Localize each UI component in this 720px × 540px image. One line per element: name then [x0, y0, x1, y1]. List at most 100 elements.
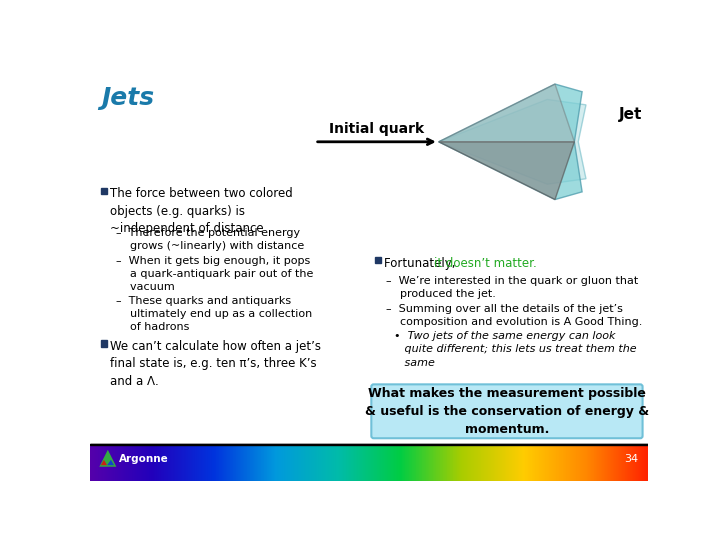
- Bar: [529, 445, 530, 481]
- Bar: [606, 445, 607, 481]
- Bar: [333, 445, 334, 481]
- Bar: [300, 445, 301, 481]
- Bar: [526, 445, 527, 481]
- Bar: [522, 445, 523, 481]
- Bar: [225, 445, 226, 481]
- Bar: [103, 445, 104, 481]
- Bar: [351, 445, 352, 481]
- Bar: [635, 445, 636, 481]
- Bar: [154, 445, 155, 481]
- Bar: [555, 445, 556, 481]
- Bar: [438, 445, 439, 481]
- Bar: [561, 445, 562, 481]
- Bar: [355, 445, 356, 481]
- Bar: [342, 445, 343, 481]
- Bar: [296, 445, 297, 481]
- Bar: [148, 445, 149, 481]
- Bar: [94, 445, 96, 481]
- Text: it doesn’t matter.: it doesn’t matter.: [434, 256, 537, 269]
- Bar: [465, 445, 466, 481]
- Bar: [503, 445, 504, 481]
- Bar: [96, 445, 97, 481]
- Bar: [290, 445, 291, 481]
- Bar: [562, 445, 563, 481]
- Bar: [371, 445, 372, 481]
- Bar: [233, 445, 234, 481]
- Bar: [454, 445, 455, 481]
- Bar: [340, 445, 341, 481]
- Bar: [372, 445, 373, 481]
- Bar: [216, 445, 217, 481]
- Bar: [572, 445, 573, 481]
- Bar: [630, 445, 631, 481]
- Bar: [457, 445, 458, 481]
- Bar: [108, 445, 109, 481]
- Text: Argonne: Argonne: [119, 454, 168, 464]
- Bar: [198, 445, 199, 481]
- Bar: [111, 445, 112, 481]
- Bar: [162, 445, 163, 481]
- Bar: [289, 445, 290, 481]
- Bar: [509, 445, 510, 481]
- Bar: [261, 445, 262, 481]
- Bar: [367, 445, 368, 481]
- Bar: [284, 445, 285, 481]
- Bar: [241, 445, 242, 481]
- Bar: [603, 445, 604, 481]
- Bar: [521, 445, 522, 481]
- Bar: [336, 445, 337, 481]
- Bar: [512, 445, 513, 481]
- Text: The force between two colored
objects (e.g. quarks) is
~independent of distance: The force between two colored objects (e…: [110, 187, 293, 235]
- Bar: [194, 445, 195, 481]
- Bar: [629, 445, 630, 481]
- Text: –  We’re interested in the quark or gluon that
    produced the jet.: – We’re interested in the quark or gluon…: [386, 276, 639, 299]
- Bar: [205, 445, 206, 481]
- Bar: [90, 445, 91, 481]
- Bar: [122, 445, 123, 481]
- Bar: [239, 445, 240, 481]
- Bar: [329, 445, 330, 481]
- Text: What makes the measurement possible
& useful is the conservation of energy &
mom: What makes the measurement possible & us…: [365, 387, 649, 436]
- Bar: [373, 445, 374, 481]
- Bar: [601, 445, 602, 481]
- Bar: [407, 445, 408, 481]
- Bar: [207, 445, 208, 481]
- Bar: [585, 445, 586, 481]
- Bar: [579, 445, 580, 481]
- Bar: [424, 445, 425, 481]
- Bar: [540, 445, 541, 481]
- Bar: [250, 445, 251, 481]
- Text: Jet: Jet: [618, 107, 642, 122]
- Bar: [169, 445, 170, 481]
- Bar: [547, 445, 548, 481]
- Bar: [609, 445, 610, 481]
- Bar: [326, 445, 327, 481]
- Bar: [141, 445, 142, 481]
- Bar: [101, 445, 102, 481]
- Bar: [297, 445, 299, 481]
- Bar: [528, 445, 529, 481]
- Polygon shape: [101, 460, 107, 465]
- Bar: [264, 445, 265, 481]
- Bar: [107, 445, 108, 481]
- Bar: [642, 445, 644, 481]
- Bar: [118, 445, 119, 481]
- Bar: [100, 445, 101, 481]
- Bar: [101, 188, 107, 194]
- Bar: [395, 445, 396, 481]
- Text: 34: 34: [624, 454, 639, 464]
- Bar: [354, 445, 355, 481]
- Bar: [427, 445, 428, 481]
- Bar: [123, 445, 124, 481]
- Bar: [124, 445, 125, 481]
- Bar: [344, 445, 345, 481]
- Bar: [204, 445, 205, 481]
- Bar: [345, 445, 346, 481]
- Bar: [134, 445, 135, 481]
- Bar: [627, 445, 628, 481]
- Bar: [208, 445, 209, 481]
- Bar: [181, 445, 182, 481]
- Bar: [612, 445, 613, 481]
- Bar: [409, 445, 410, 481]
- Bar: [567, 445, 568, 481]
